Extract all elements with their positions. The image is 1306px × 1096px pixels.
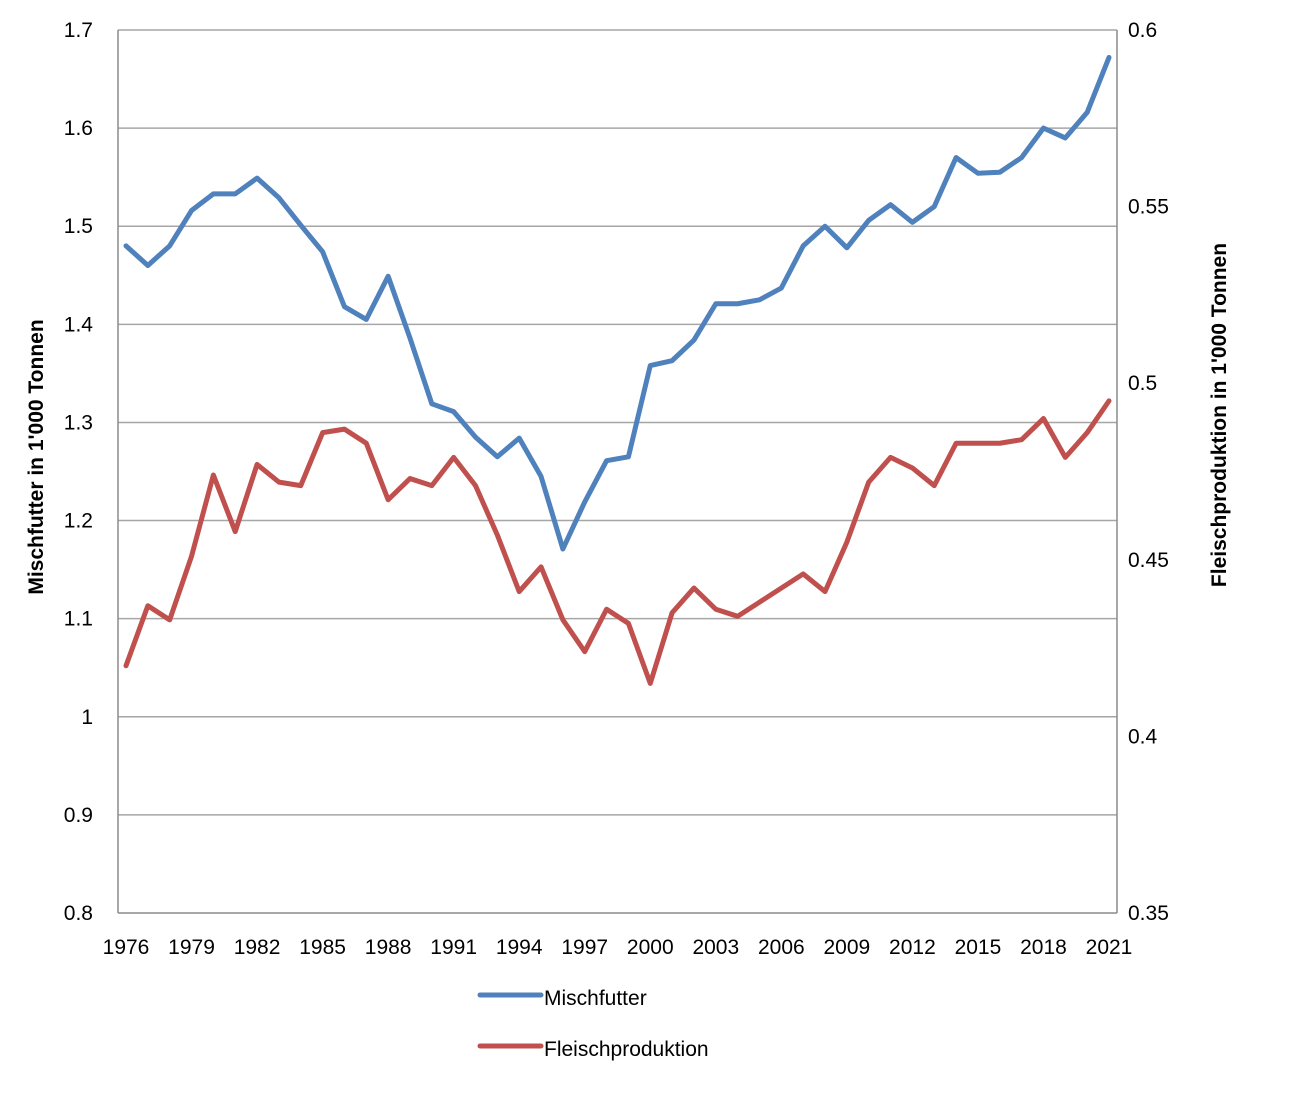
left-tick-label: 1 [81, 706, 93, 729]
x-tick-label: 2003 [692, 936, 739, 959]
x-tick-label: 1979 [168, 936, 215, 959]
legend-label-mischfutter: Mischfutter [544, 987, 647, 1010]
left-tick-label: 1.3 [64, 411, 93, 434]
legend-item-fleischproduktion: Fleischproduktion [477, 1038, 709, 1061]
right-axis-ticks: 0.35 0.4 0.45 0.5 0.55 0.6 [1128, 19, 1169, 925]
left-tick-label: 1.7 [64, 19, 93, 42]
left-tick-label: 1.1 [64, 608, 93, 631]
grid-lines [118, 29, 1117, 816]
right-tick-label: 0.35 [1128, 902, 1169, 925]
left-tick-label: 0.8 [64, 902, 93, 925]
x-tick-label: 2012 [889, 936, 936, 959]
x-tick-label: 2009 [824, 936, 871, 959]
right-tick-label: 0.4 [1128, 725, 1158, 748]
left-tick-label: 1.4 [64, 313, 94, 336]
legend-item-mischfutter: Mischfutter [477, 987, 647, 1010]
right-tick-label: 0.45 [1128, 549, 1169, 572]
x-tick-label: 1985 [299, 936, 346, 959]
legend-label-fleischproduktion: Fleischproduktion [544, 1038, 709, 1061]
x-tick-label: 2000 [627, 936, 674, 959]
x-tick-label: 1994 [496, 936, 543, 959]
left-tick-label: 1.5 [64, 215, 93, 238]
right-tick-label: 0.5 [1128, 372, 1157, 395]
left-tick-label: 0.9 [64, 804, 93, 827]
left-tick-label: 1.2 [64, 510, 93, 533]
series-line-fleischproduktion [123, 398, 1112, 686]
x-tick-label: 1976 [103, 936, 150, 959]
x-tick-label: 1988 [365, 936, 412, 959]
right-axis-title: Fleischproduktion in 1'000 Tonnen [1208, 243, 1231, 587]
right-tick-label: 0.6 [1128, 19, 1157, 42]
left-axis-ticks: 0.8 0.9 1 1.1 1.2 1.3 1.4 1.5 1.6 1.7 [64, 19, 94, 925]
x-tick-label: 2015 [955, 936, 1002, 959]
x-axis-ticks: 1976 1979 1982 1985 1988 1991 1994 1997 2000 2003… [103, 936, 1133, 959]
legend: Mischfutter Fleischproduktion [477, 987, 709, 1061]
x-tick-label: 1991 [430, 936, 477, 959]
x-tick-label: 1997 [561, 936, 608, 959]
left-axis-title: Mischfutter in 1'000 Tonnen [25, 319, 48, 594]
series-lines [123, 54, 1112, 686]
left-tick-label: 1.6 [64, 117, 93, 140]
series-line-mischfutter [123, 54, 1112, 552]
x-tick-label: 1982 [234, 936, 281, 959]
right-tick-label: 0.55 [1128, 196, 1169, 219]
x-tick-label: 2018 [1020, 936, 1067, 959]
x-tick-label: 2021 [1086, 936, 1133, 959]
x-tick-label: 2006 [758, 936, 805, 959]
axes [117, 30, 1118, 914]
